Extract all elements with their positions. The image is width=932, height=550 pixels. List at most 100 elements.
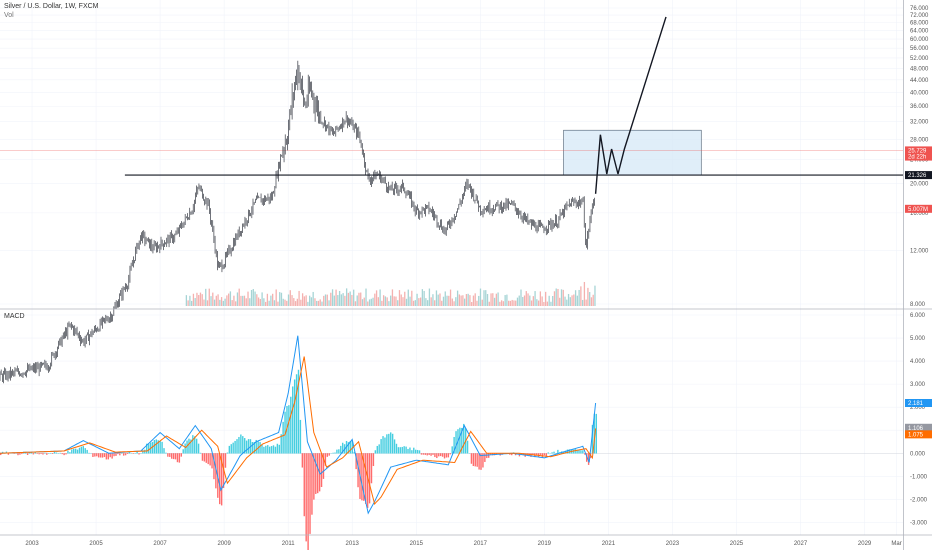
macd-tick-label: -1.000	[910, 474, 928, 480]
macd-histogram-bar	[278, 444, 280, 454]
volume-bar	[249, 298, 251, 306]
volume-bar	[434, 300, 436, 306]
macd-tick-label: -3.000	[910, 520, 928, 526]
macd-histogram-bar	[576, 449, 578, 454]
macd-histogram-bar	[353, 451, 355, 454]
macd-histogram-bar	[42, 453, 44, 455]
volume-bar	[520, 289, 522, 306]
volume-bar	[360, 292, 362, 306]
volume-bar	[398, 290, 401, 306]
target-zone-box	[563, 129, 702, 176]
volume-bar	[349, 291, 351, 306]
macd-histogram-bar	[136, 451, 138, 454]
macd-histogram-bar	[38, 453, 40, 455]
macd-histogram-bar	[134, 452, 136, 454]
macd-histogram-bar	[320, 453, 323, 487]
volume-bar	[441, 300, 443, 306]
macd-histogram-bar	[388, 433, 390, 454]
macd-histogram-bar	[213, 453, 215, 480]
macd-histogram-bar	[161, 441, 163, 454]
volume-bar	[377, 297, 379, 306]
macd-histogram-bar	[84, 448, 86, 454]
macd-histogram-bar	[71, 449, 73, 454]
volume-bar	[567, 293, 570, 306]
volume-bar	[529, 295, 531, 306]
volume-bar	[578, 289, 580, 306]
macd-histogram-bar	[340, 445, 342, 454]
volume-bar	[291, 295, 293, 306]
macd-histogram-bar	[488, 453, 490, 458]
macd-histogram-bar	[67, 450, 69, 454]
macd-histogram-bar	[489, 453, 492, 455]
volume-bar	[201, 294, 203, 306]
macd-histogram-bar	[366, 453, 369, 508]
macd-histogram-bar	[349, 441, 352, 454]
volume-bar	[370, 298, 372, 306]
time-tick-label: 2027	[794, 541, 808, 547]
macd-histogram-bar	[74, 448, 77, 454]
signal-line	[0, 356, 597, 506]
volume-bar	[375, 290, 378, 306]
macd-tick-label: 2.000	[910, 405, 926, 411]
volume-bar	[224, 298, 226, 306]
volume-bar	[374, 293, 376, 306]
macd-histogram-bar	[476, 453, 478, 467]
volume-bar	[361, 299, 364, 306]
macd-histogram-bar	[365, 453, 367, 505]
volume-bar	[238, 288, 240, 306]
macd-histogram-bar	[92, 453, 94, 457]
macd-histogram-bar	[441, 453, 444, 457]
volume-bar	[220, 297, 223, 306]
macd-histogram-bar	[280, 434, 282, 454]
macd-histogram-bar	[459, 427, 461, 454]
macd-histogram-bar	[447, 453, 450, 458]
macd-histogram-bar	[357, 453, 359, 488]
macd-histogram-bar	[474, 453, 476, 467]
price-tag-label: 5.007M	[908, 207, 928, 213]
macd-histogram-bar	[111, 453, 113, 459]
macd-histogram-bar	[267, 445, 269, 454]
macd-tick-label: 5.000	[910, 336, 926, 342]
macd-histogram-bar	[190, 439, 192, 454]
macd-histogram-bar	[407, 448, 409, 454]
macd-histogram-bar	[234, 440, 236, 454]
volume-bar	[300, 299, 302, 306]
macd-histogram-bar	[167, 453, 169, 457]
volume-bar	[478, 295, 480, 306]
time-tick-label: 2007	[153, 541, 167, 547]
macd-histogram-bar	[351, 440, 353, 454]
macd-histogram-bar	[414, 449, 417, 454]
volume-bar	[560, 289, 563, 306]
macd-histogram-bar	[172, 453, 175, 460]
volume-bar	[397, 300, 399, 306]
macd-histogram-bar	[24, 452, 27, 454]
volume-bar	[229, 291, 232, 306]
volume-bar	[497, 292, 499, 306]
time-tick-label: Mar	[891, 541, 901, 547]
macd-histogram-bar	[288, 405, 290, 454]
macd-histogram-bar	[322, 453, 325, 479]
volume-bar	[372, 297, 374, 306]
volume-bar	[243, 295, 246, 306]
macd-histogram-bar	[265, 445, 267, 454]
macd-histogram-bar	[582, 450, 584, 454]
macd-histogram-bar	[536, 453, 538, 456]
volume-bar	[307, 301, 309, 306]
macd-histogram-bar	[293, 379, 296, 454]
price-tick-label: 56.000	[910, 46, 929, 52]
price-tag	[905, 146, 932, 155]
volume-bar	[550, 301, 552, 306]
volume-bar	[423, 290, 425, 306]
volume-bar	[219, 299, 221, 306]
volume-bar	[367, 301, 369, 306]
macd-histogram-bar	[55, 452, 58, 454]
macd-histogram-bar	[282, 421, 284, 454]
volume-bar	[506, 294, 508, 306]
macd-histogram-bar	[268, 446, 271, 454]
price-tick-label: 36.000	[910, 104, 929, 110]
macd-histogram-bar	[82, 446, 85, 454]
macd-histogram-bar	[96, 453, 98, 457]
macd-histogram-bar	[205, 453, 207, 463]
macd-histogram-bar	[263, 446, 265, 454]
